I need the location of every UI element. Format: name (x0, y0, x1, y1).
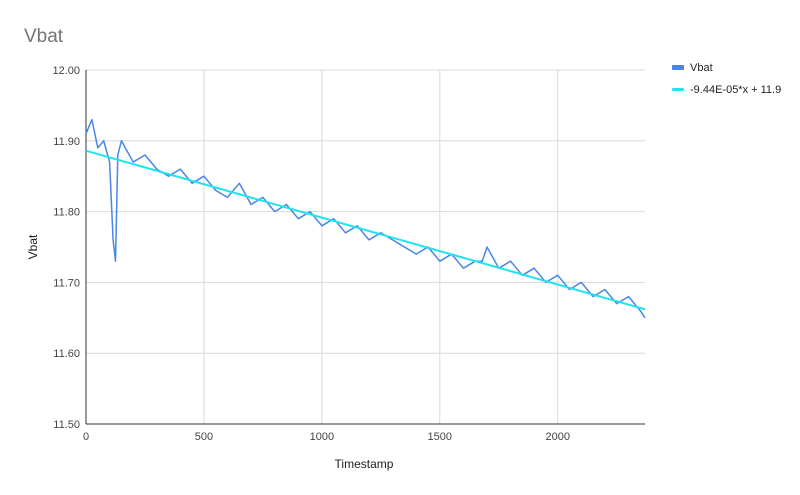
x-tick-label: 0 (83, 431, 89, 443)
y-tick-label: 11.60 (53, 348, 80, 360)
gridlines (85, 69, 645, 425)
y-tick-label: 11.90 (53, 136, 80, 148)
x-tick-label: 1000 (310, 431, 334, 443)
vbat-series-line (85, 118, 646, 319)
y-axis-title: Vbat (26, 234, 40, 259)
x-tick-label: 1500 (428, 431, 452, 443)
legend-label-vbat: Vbat (690, 62, 713, 74)
trendline (85, 149, 646, 311)
x-tick-label: 2000 (545, 431, 569, 443)
x-tick-label: 500 (195, 431, 213, 443)
y-tick-label: 11.50 (53, 419, 80, 431)
legend: Vbat -9.44E-05*x + 11.9 (672, 62, 781, 96)
legend-swatch-vbat (672, 65, 684, 70)
y-tick-label: 11.70 (53, 277, 80, 289)
y-tick-label: 12.00 (52, 65, 80, 77)
x-axis-title: Timestamp (335, 457, 394, 471)
chart-title: Vbat (24, 26, 64, 47)
y-axis-ticks: 11.50 11.60 11.70 11.80 11.90 12.00 (52, 65, 80, 431)
legend-swatch-trendline (672, 88, 684, 91)
y-tick-label: 11.80 (53, 207, 80, 219)
legend-label-trendline: -9.44E-05*x + 11.9 (690, 84, 781, 96)
x-axis-ticks: 0 500 1000 1500 2000 (83, 431, 570, 443)
